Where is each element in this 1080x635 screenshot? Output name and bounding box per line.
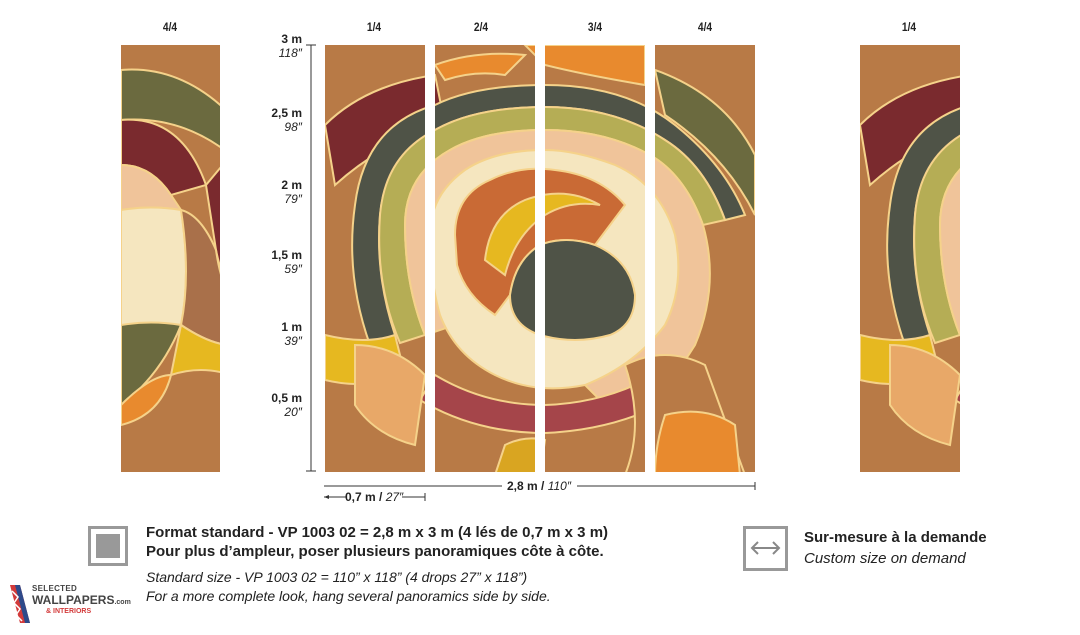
ruler-metric: 3 m xyxy=(281,32,302,46)
total-width-label: 2,8 m / 110″ xyxy=(507,479,572,493)
total-width-dimension xyxy=(324,482,756,490)
drop-width-metric: 0,7 m xyxy=(345,490,376,504)
drop-label-2: 2/4 xyxy=(473,20,489,34)
custom-line-en: Custom size on demand xyxy=(804,550,966,567)
ruler-imperial: 59″ xyxy=(284,262,302,276)
drop-label-left-preview: 4/4 xyxy=(162,20,178,34)
standard-line-fr-1: Format standard - VP 1003 02 = 2,8 m x 3… xyxy=(146,524,609,541)
ruler-imperial: 39″ xyxy=(284,334,302,348)
drop-label-4: 4/4 xyxy=(697,20,713,34)
total-width-metric: 2,8 m xyxy=(507,479,538,493)
ruler-metric: 1,5 m xyxy=(271,248,302,262)
ruler-metric: 0,5 m xyxy=(271,391,302,405)
drop-label-3: 3/4 xyxy=(587,20,603,34)
logo-line-3: & INTERIORS xyxy=(46,608,92,615)
drop-panel-2 xyxy=(435,45,535,472)
standard-line-en-1: Standard size - VP 1003 02 = 110” x 118”… xyxy=(146,569,528,585)
drop-label-right-preview: 1/4 xyxy=(901,20,917,34)
wallpaper-artwork xyxy=(545,45,645,472)
logo-line-1: SELECTED xyxy=(32,584,78,593)
preview-panel-right xyxy=(860,45,960,472)
ruler-mark-0-5m: 0,5 m 20″ xyxy=(262,391,302,419)
drop-panel-3 xyxy=(545,45,645,472)
wallpaper-artwork xyxy=(325,45,425,472)
preview-panel-left xyxy=(121,45,220,472)
ruler-imperial: 20″ xyxy=(284,405,302,419)
drop-panel-4 xyxy=(655,45,755,472)
ruler-imperial: 98″ xyxy=(284,120,302,134)
ruler-mark-2m: 2 m 79″ xyxy=(262,178,302,206)
ruler-metric: 2,5 m xyxy=(271,106,302,120)
logo-line-2: WALLPAPERS.com xyxy=(32,593,131,607)
ruler-mark-3m: 3 m 118″ xyxy=(262,32,302,60)
ruler-metric: 2 m xyxy=(281,178,302,192)
wallpaper-artwork xyxy=(655,45,755,472)
logo-suffix: .com xyxy=(114,599,131,606)
ruler-metric: 1 m xyxy=(281,320,302,334)
ruler-mark-2-5m: 2,5 m 98″ xyxy=(262,106,302,134)
ruler-imperial: 118″ xyxy=(278,46,302,60)
wallpaper-artwork xyxy=(435,45,535,472)
logo-brand: WALLPAPERS xyxy=(32,593,115,607)
logo-roll-icon xyxy=(10,585,30,623)
drop-label-1: 1/4 xyxy=(366,20,382,34)
drop-width-label: 0,7 m / 27″ xyxy=(345,490,404,504)
standard-format-icon xyxy=(88,526,128,566)
drop-width-imperial: 27″ xyxy=(385,490,404,504)
standard-line-en-2: For a more complete look, hang several p… xyxy=(146,588,551,604)
ruler-mark-1-5m: 1,5 m 59″ xyxy=(262,248,302,276)
drop-panel-1 xyxy=(325,45,425,472)
ruler-mark-1m: 1 m 39″ xyxy=(262,320,302,348)
ruler-axis xyxy=(306,44,316,472)
wallpaper-artwork xyxy=(121,45,220,472)
total-width-imperial: 110″ xyxy=(547,479,572,493)
drop-width-dimension xyxy=(324,493,426,501)
standard-line-fr-2: Pour plus d’ampleur, poser plusieurs pan… xyxy=(146,543,604,560)
resize-arrows-icon xyxy=(743,526,788,571)
custom-line-fr: Sur-mesure à la demande xyxy=(804,529,987,546)
selected-wallpapers-logo: SELECTED WALLPAPERS.com & INTERIORS xyxy=(6,583,131,629)
wallpaper-artwork xyxy=(860,45,960,472)
ruler-imperial: 79″ xyxy=(284,192,302,206)
